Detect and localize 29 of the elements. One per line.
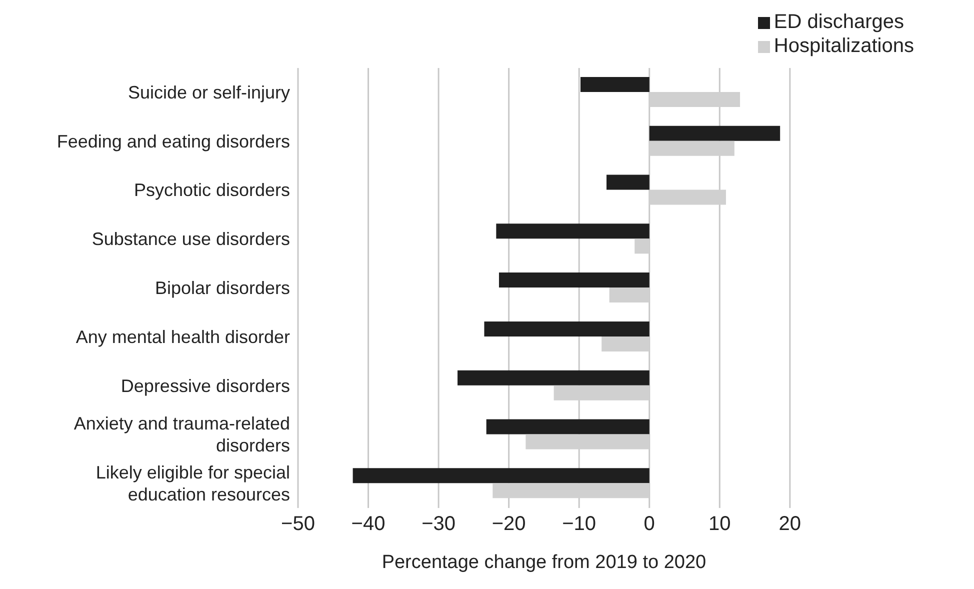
y-tick-label: Substance use disorders bbox=[92, 229, 290, 250]
bar bbox=[458, 370, 650, 386]
y-tick-label: Depressive disorders bbox=[120, 376, 290, 396]
x-tick-label: −10 bbox=[562, 513, 596, 536]
x-tick-label: −30 bbox=[422, 513, 456, 536]
x-tick-label: 0 bbox=[644, 513, 655, 536]
bar bbox=[498, 272, 650, 288]
legend-label: Hospitalizations bbox=[774, 35, 914, 57]
x-tick-label: −20 bbox=[492, 513, 526, 536]
y-tick-label: Suicide or self-injury bbox=[128, 82, 290, 102]
x-tick-label: −40 bbox=[351, 513, 386, 536]
bar bbox=[352, 468, 650, 484]
y-tick-label: Feeding and eating disorders bbox=[56, 131, 290, 152]
x-tick-label: −50 bbox=[281, 513, 315, 536]
y-tick-label: Anxiety and trauma-related disorders bbox=[74, 414, 290, 456]
x-tick-label: 20 bbox=[778, 513, 802, 536]
y-tick-label: Bipolar disorders bbox=[154, 278, 290, 298]
bar bbox=[580, 77, 650, 92]
bar bbox=[649, 126, 780, 141]
y-tick-label: Likely eligible for special education resources bbox=[96, 462, 290, 505]
bar bbox=[484, 321, 650, 336]
y-tick-label: Psychotic disorders bbox=[134, 180, 290, 200]
bar bbox=[606, 174, 650, 190]
bar bbox=[496, 224, 650, 239]
x-axis-title: Percentage change from 2019 to 2020 bbox=[382, 552, 706, 573]
y-tick-label: Any mental health disorder bbox=[76, 326, 290, 347]
legend-label: ED discharges bbox=[774, 11, 904, 33]
x-tick-label: 10 bbox=[708, 513, 731, 536]
bar bbox=[486, 419, 650, 434]
